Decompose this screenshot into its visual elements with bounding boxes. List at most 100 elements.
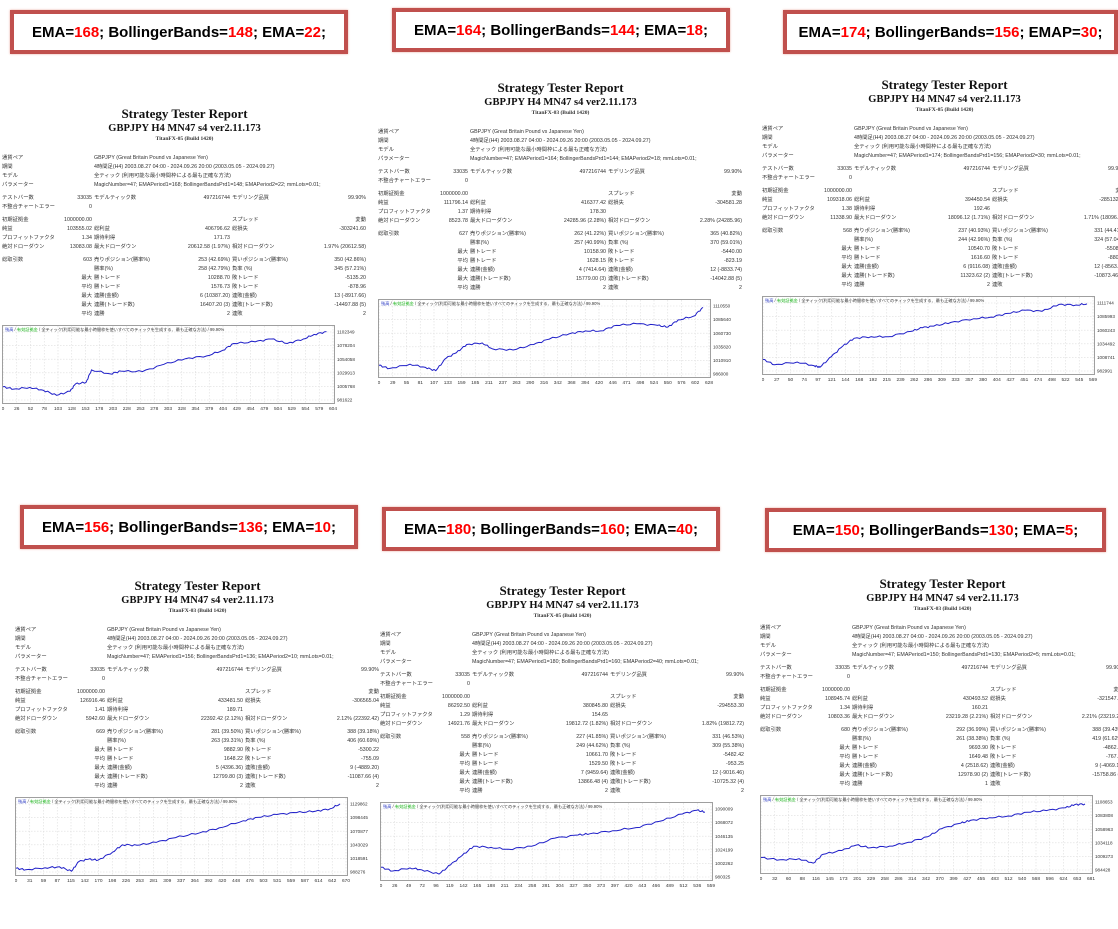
- long-value: 388 (39.43%): [1092, 727, 1118, 733]
- legend-separator: /: [391, 804, 395, 809]
- empty-cell: [15, 737, 71, 746]
- consec-loss-value: -15758.86 (7): [1092, 772, 1118, 778]
- abs-dd-label: 絶対ドローダウン: [380, 721, 423, 727]
- empty-cell: [438, 631, 470, 640]
- avg-consec-wins-value: 2: [605, 788, 608, 794]
- empty-cell: [762, 245, 818, 254]
- x-tick-label: 454: [246, 406, 254, 412]
- parameters-value: MagicNumber=47; EMAPeriod1=174; Bollinge…: [854, 153, 1081, 159]
- x-tick-label: 373: [597, 883, 605, 889]
- gross-profit-label: 総利益: [470, 200, 486, 206]
- empty-cell: [760, 744, 816, 753]
- x-tick-label: 604: [329, 406, 337, 412]
- y-tick-label: 1060243: [1097, 328, 1115, 333]
- empty-cell: [760, 771, 816, 780]
- balance-legend: 残高: [763, 796, 771, 803]
- x-tick-label: 49: [406, 883, 412, 889]
- bars-value: 33035: [90, 667, 105, 673]
- gross-profit-value: 416377.42: [580, 200, 606, 206]
- x-tick-label: 587: [301, 878, 309, 884]
- deposit-label: 初期証拠金: [380, 694, 407, 700]
- y-tick-label: 1034118: [1095, 840, 1113, 845]
- parameters-value: MagicNumber=47; EMAPeriod1=168; Bollinge…: [94, 182, 321, 188]
- x-tick-label: 142: [459, 883, 467, 889]
- equity-legend: 有効証拠金: [777, 297, 799, 304]
- avg-consec-wins-value: 2: [603, 285, 606, 291]
- empty-cell: [60, 265, 92, 274]
- report-row: 不整合チャートエラー 0: [15, 675, 380, 684]
- empty-cell: [232, 203, 304, 212]
- banner-label-3: ; EMA=: [624, 520, 677, 538]
- banner-value-2: 136: [237, 518, 263, 536]
- x-tick-label: 211: [501, 883, 509, 889]
- empty-cell: [306, 203, 366, 212]
- deposit-value: 1000000.00: [442, 694, 470, 700]
- x-tick-label: 522: [1061, 377, 1069, 383]
- long-label: 買いポジション(勝率%): [608, 231, 664, 237]
- errors-label: 不整合チャートエラー: [15, 676, 68, 682]
- balance-line: [762, 302, 1088, 369]
- model-value: 全ティック (利用可能な最小時間枠による最も正確な方法): [852, 643, 989, 649]
- expected-label: 期待利得: [94, 235, 116, 241]
- total-value: 669: [96, 729, 105, 735]
- x-tick-label: 31: [27, 878, 33, 884]
- strategy-tester-report: Strategy Tester Report GBPJPY H4 MN47 s4 …: [760, 576, 1118, 888]
- report-row: 不整合チャートエラー 0: [2, 203, 367, 212]
- max-dd-label: 最大ドローダウン: [107, 716, 150, 722]
- y-tick-label: 988276: [350, 870, 366, 875]
- x-tick-label: 328: [178, 406, 186, 412]
- report-row: プロフィットファクタ 1.34 期待利得 160.21: [760, 704, 1118, 713]
- parameters-value: MagicNumber=47; EMAPeriod1=180; Bollinge…: [472, 659, 699, 665]
- short-value: 237 (40.93%): [958, 228, 990, 234]
- x-tick-label: 185: [471, 380, 479, 386]
- x-tick-label: 215: [883, 377, 891, 383]
- x-tick-label: 203: [109, 406, 117, 412]
- y-tick-label: 1090009: [715, 807, 733, 812]
- x-tick-label: 545: [1075, 377, 1083, 383]
- abs-dd-label: 絶対ドローダウン: [760, 714, 803, 720]
- report-row: 最大 連勝(金額) 7 (9459.64) 連敗(金額) 12 (-9016.46): [380, 769, 745, 778]
- balance-line: [760, 803, 1086, 864]
- bars-value: 33035: [835, 665, 850, 671]
- balance-legend: 残高: [383, 803, 391, 810]
- abs-dd-value: 11338.90: [830, 215, 852, 221]
- expected-value: 160.21: [971, 705, 988, 711]
- consec-wins-amt-value: 5 (4396.36): [215, 765, 243, 771]
- gross-loss-value: -306565.04: [352, 698, 379, 704]
- report-row: 通貨ペア GBPJPY (Great Britain Pound vs Japan…: [2, 154, 367, 163]
- consec-wins-amt-value: 7 (9459.64): [580, 770, 608, 776]
- empty-cell: [610, 711, 682, 720]
- deposit-value: 1000000.00: [440, 191, 468, 197]
- chart-frame: [762, 296, 1095, 375]
- balance-chart: 0 32 60 88 116 145 173 201 229 258 286 314 342 370 399…: [760, 795, 1113, 882]
- model-legend: / 全ティック(利用可能な最小時間枠を使いすべてのティックを生成する、最も正確な…: [38, 326, 225, 333]
- legend-separator: /: [13, 327, 17, 332]
- total-label: 総取引数: [2, 257, 24, 263]
- empty-cell: [1066, 174, 1118, 183]
- empty-cell: [173, 688, 243, 697]
- empty-cell: [682, 177, 742, 186]
- x-tick-label: 128: [68, 406, 76, 412]
- period-label: 期間: [2, 164, 13, 170]
- parameter-banner: EMA= 168; BollingerBands= 148; EMA= 22;: [10, 10, 348, 54]
- x-tick-label: 133: [444, 380, 452, 386]
- avg-consec-losses-label: 連敗: [992, 282, 1003, 288]
- balance-legend: 残高: [18, 798, 26, 805]
- report-row: 期間 4時間足(H4) 2003.08.27 04:00 - 2024.09.26…: [378, 137, 743, 146]
- strategy-tester-report: Strategy Tester Report GBPJPY H4 MN47 s4 …: [15, 578, 380, 890]
- model-value: 全ティック (利用可能な最小時間枠による最も正確な方法): [470, 147, 607, 153]
- empty-cell: [94, 216, 158, 225]
- chart-legend: 残高 / 有効証拠金 / 全ティック(利用可能な最小時間枠を使いすべてのティック…: [381, 300, 600, 307]
- bars-label: テストバー数: [15, 667, 47, 673]
- x-tick-label: 226: [122, 878, 130, 884]
- avg-loss-value: -823.19: [724, 258, 742, 264]
- x-tick-label: 379: [205, 406, 213, 412]
- empty-cell: [438, 742, 470, 751]
- x-tick-label: 489: [666, 883, 674, 889]
- currency-pair-label: 通貨ペア: [378, 129, 400, 135]
- report-row: 最大 連勝(金額) 6 (10387.20) 連敗(金額) 13 (-8917.66): [2, 292, 367, 301]
- x-tick-label: 26: [392, 883, 398, 889]
